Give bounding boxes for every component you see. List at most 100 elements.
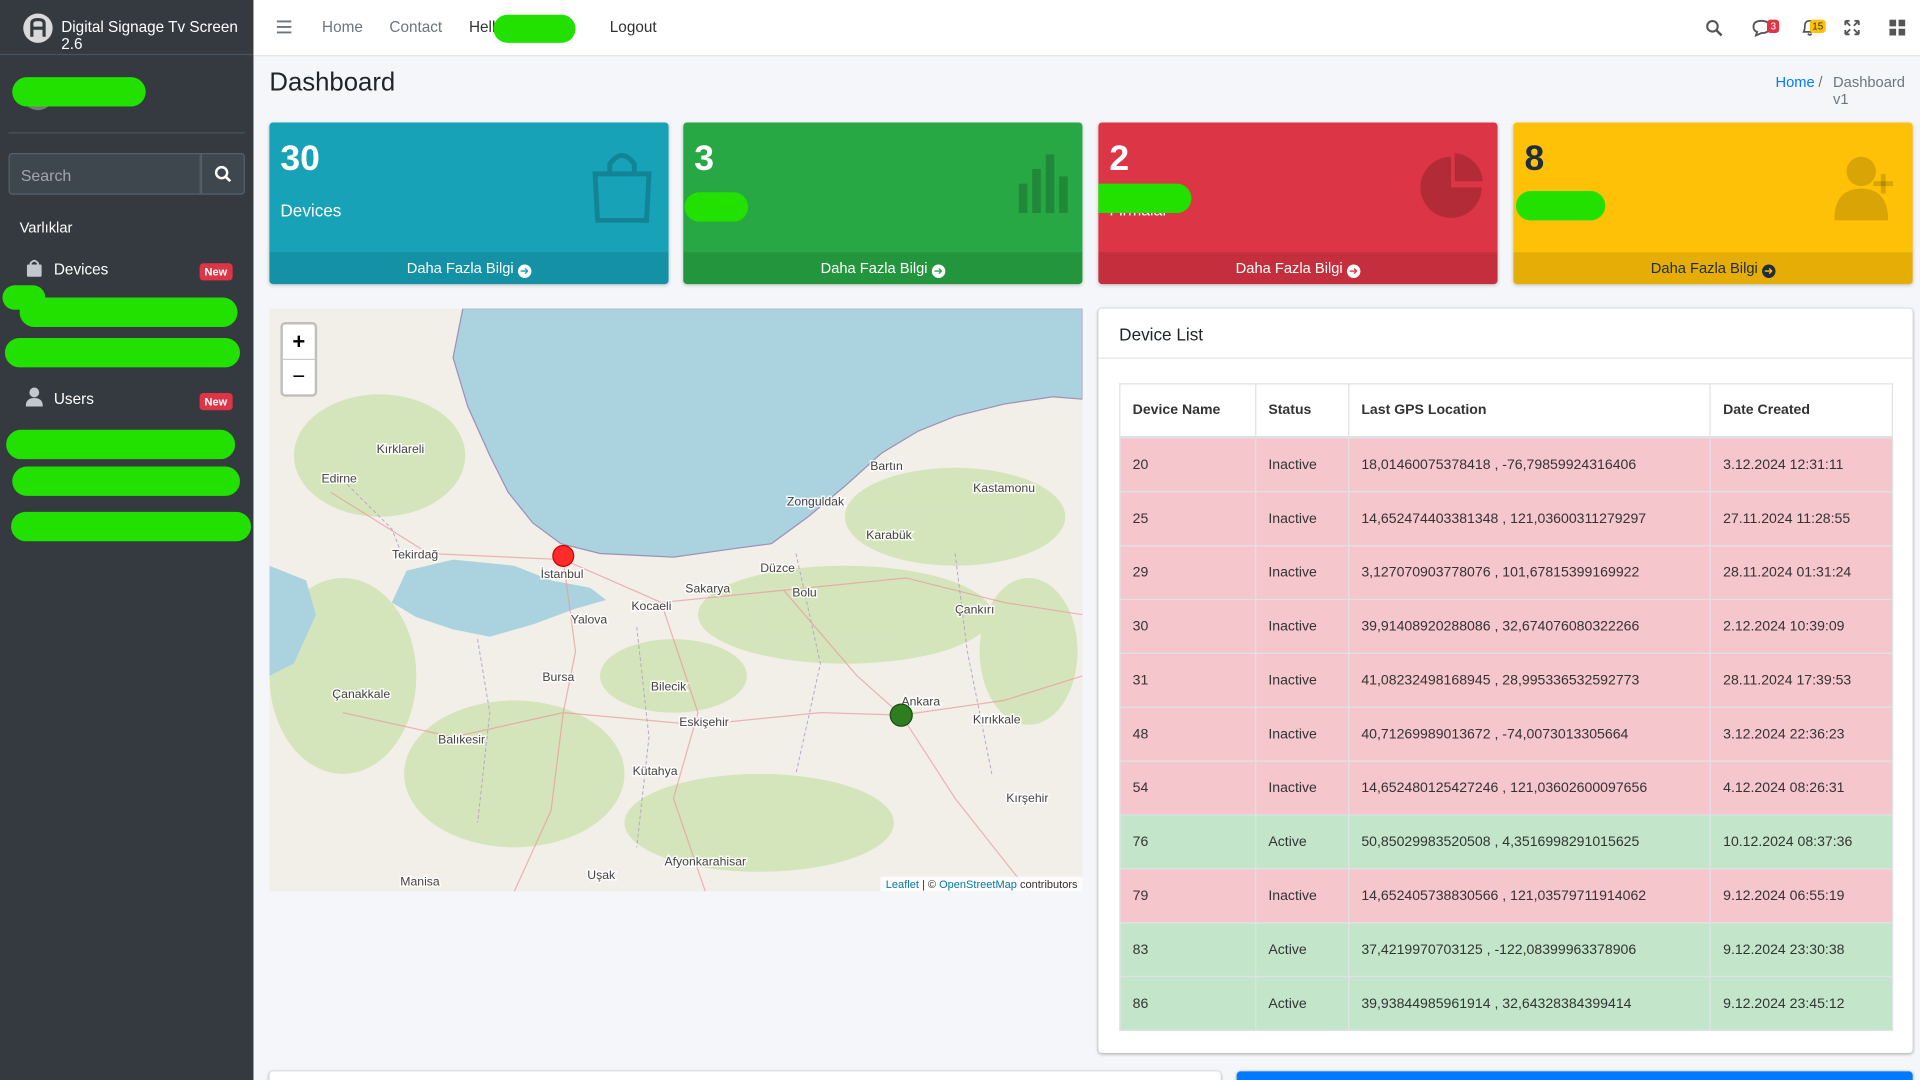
breadcrumb-current: Dashboard v1 xyxy=(1833,73,1920,107)
stat-card: 2 Firmalar Daha Fazla Bilgi ➜ xyxy=(1098,122,1497,284)
apps-icon[interactable] xyxy=(1889,20,1905,36)
navbar: Home Contact Hell Logout 3 15 xyxy=(253,0,1920,56)
card xyxy=(1237,1071,1913,1080)
card-link-text: Daha Fazla Bilgi xyxy=(821,260,928,277)
table-cell: 2.12.2024 10:39:09 xyxy=(1710,599,1892,653)
column-header: Last GPS Location xyxy=(1348,384,1710,437)
map-label: Uşak xyxy=(587,868,616,882)
table-cell: Inactive xyxy=(1255,707,1348,761)
table-cell: 30 xyxy=(1120,599,1256,653)
table-cell: Inactive xyxy=(1255,546,1348,600)
table-header: Device NameStatusLast GPS LocationDate C… xyxy=(1120,384,1893,437)
table-cell: 54 xyxy=(1120,761,1256,815)
section-header: Varlıklar xyxy=(20,219,73,236)
redaction xyxy=(493,15,575,43)
table-cell: 3.12.2024 12:31:11 xyxy=(1710,437,1892,491)
map-label: Kırıkkale xyxy=(973,713,1021,727)
zoom-out[interactable]: − xyxy=(283,360,315,394)
table-cell: 86 xyxy=(1120,977,1256,1031)
card-icon xyxy=(1834,154,1903,220)
sidebar: Digital Signage Tv Screen 2.6 Search Var… xyxy=(0,0,253,1080)
map-label: Zonguldak xyxy=(787,495,845,509)
map-label: Eskişehir xyxy=(679,715,729,729)
card-value: 2 xyxy=(1109,140,1129,180)
redaction xyxy=(6,430,235,459)
map-label: Sakarya xyxy=(685,582,730,596)
redaction xyxy=(11,512,251,541)
card-link[interactable]: Daha Fazla Bilgi ➜ xyxy=(269,252,668,284)
attribution-link[interactable]: OpenStreetMap xyxy=(939,878,1017,890)
badge: New xyxy=(200,393,232,410)
table-cell: 9.12.2024 23:45:12 xyxy=(1710,977,1892,1031)
redaction xyxy=(12,77,145,106)
table-cell: Inactive xyxy=(1255,437,1348,491)
brand[interactable]: Digital Signage Tv Screen 2.6 xyxy=(61,18,253,52)
table-cell: 48 xyxy=(1120,707,1256,761)
map-label: Bartın xyxy=(870,459,903,473)
arrow-icon: ➜ xyxy=(1762,264,1775,277)
nav-link[interactable]: Home xyxy=(322,18,363,35)
map-label: Tekirdağ xyxy=(392,547,438,561)
card-title: Device List xyxy=(1119,324,1203,344)
users-icon xyxy=(26,387,43,407)
map-label: Çankırı xyxy=(955,602,994,616)
nav-link[interactable]: Logout xyxy=(610,18,657,35)
search-icon[interactable] xyxy=(1706,20,1723,37)
table-cell: 40,71269989013672 , -74,0073013305664 xyxy=(1348,707,1710,761)
table-cell: 4.12.2024 08:26:31 xyxy=(1710,761,1892,815)
device-marker xyxy=(553,546,574,567)
table-cell: Inactive xyxy=(1255,599,1348,653)
map-label: Çanakkale xyxy=(332,687,390,701)
nav-link[interactable]: Contact xyxy=(389,18,442,35)
search-input[interactable]: Search xyxy=(9,153,201,195)
table-cell: 41,08232498168945 , 28,995336532592773 xyxy=(1348,653,1710,707)
nav-link[interactable]: Hell xyxy=(469,18,495,35)
table-cell: Inactive xyxy=(1255,869,1348,923)
card-icon xyxy=(1419,149,1483,222)
divider xyxy=(1098,358,1912,359)
table-cell: Active xyxy=(1255,977,1348,1031)
devices-icon xyxy=(26,258,43,278)
card-icon xyxy=(1016,154,1070,213)
card-value: 30 xyxy=(280,140,320,180)
map-label: İstanbul xyxy=(541,567,584,581)
map-label: Manisa xyxy=(400,874,440,888)
map[interactable]: İstanbulKocaeliEdirneTekirdağBursaEskişe… xyxy=(269,309,1082,892)
nav-devices[interactable]: Devices xyxy=(54,261,108,278)
attribution-link[interactable]: Leaflet xyxy=(886,878,919,890)
badge: New xyxy=(200,263,232,280)
table-cell: 9.12.2024 23:30:38 xyxy=(1710,923,1892,977)
table-row: 79Inactive14,652405738830566 , 121,03579… xyxy=(1120,869,1893,923)
menu-toggle[interactable] xyxy=(277,20,292,35)
table-row: 48Inactive40,71269989013672 , -74,007301… xyxy=(1120,707,1893,761)
map-label: Bilecik xyxy=(651,680,687,694)
map-label: Balıkesir xyxy=(438,732,485,746)
map-label: Yalova xyxy=(571,612,608,626)
redaction xyxy=(5,338,240,367)
search-button[interactable] xyxy=(201,153,245,195)
card-link[interactable]: Daha Fazla Bilgi ➜ xyxy=(1098,252,1497,284)
column-header: Status xyxy=(1255,384,1348,437)
map-tiles: İstanbulKocaeliEdirneTekirdağBursaEskişe… xyxy=(269,309,1082,892)
attribution-text: | © xyxy=(919,878,939,890)
fullscreen-icon[interactable] xyxy=(1844,20,1860,36)
table-row: 54Inactive14,652480125427246 , 121,03602… xyxy=(1120,761,1893,815)
column-header: Device Name xyxy=(1120,384,1256,437)
breadcrumb-link[interactable]: Home xyxy=(1776,73,1815,90)
table-row: 76Active50,85029983520508 , 4,3516998291… xyxy=(1120,815,1893,869)
card-link[interactable]: Daha Fazla Bilgi ➜ xyxy=(683,252,1082,284)
table-cell: 28.11.2024 01:31:24 xyxy=(1710,546,1892,600)
table-cell: 37,4219970703125 , -122,08399963378906 xyxy=(1348,923,1710,977)
redaction xyxy=(12,467,240,496)
zoom-in[interactable]: + xyxy=(283,324,315,360)
card-link-text: Daha Fazla Bilgi xyxy=(1236,260,1343,277)
nav-users[interactable]: Users xyxy=(54,391,94,408)
breadcrumb-separator: / xyxy=(1818,73,1822,90)
divider xyxy=(0,54,253,55)
card-link[interactable]: Daha Fazla Bilgi ➜ xyxy=(1513,252,1912,284)
card-link-text: Daha Fazla Bilgi xyxy=(407,260,514,277)
attribution: Leaflet | © OpenStreetMap contributors xyxy=(881,877,1083,892)
card-value: 8 xyxy=(1524,140,1544,180)
